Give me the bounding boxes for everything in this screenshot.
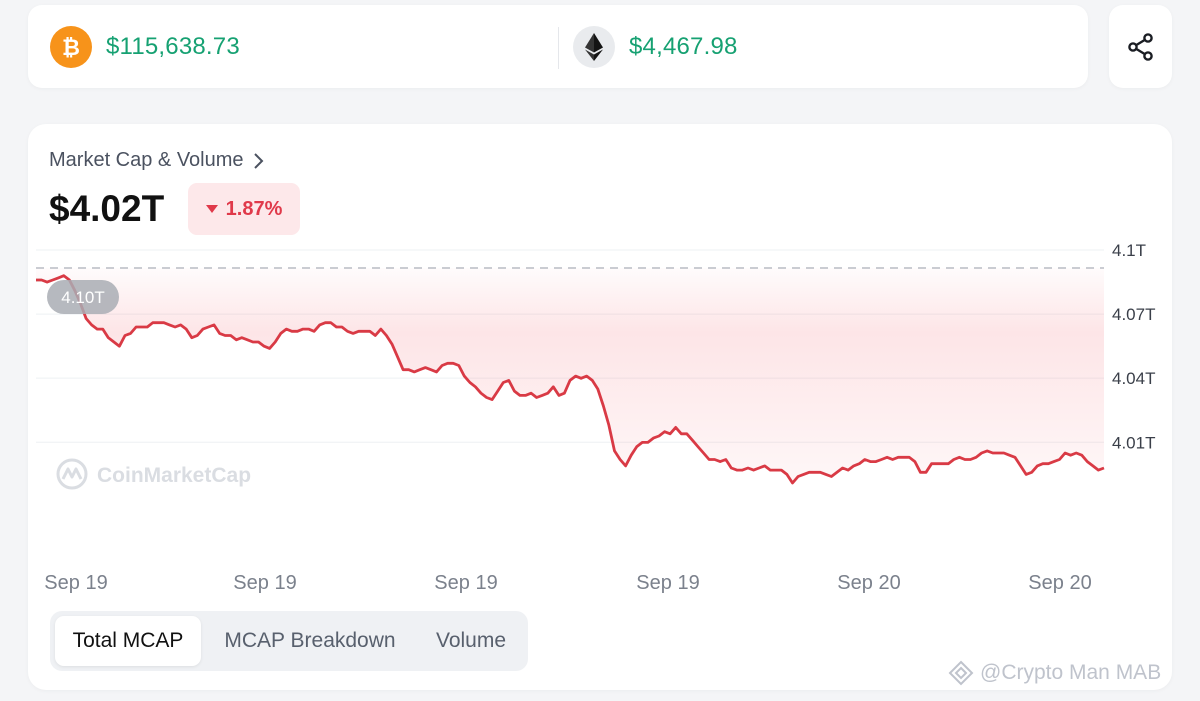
share-icon: [1127, 32, 1153, 61]
market-cap-chart: CoinMarketCap 4.10T 4.1T4.07T4.04T4.01T …: [36, 241, 1155, 594]
eth-ticker[interactable]: $4,467.98: [573, 26, 738, 68]
total-market-cap: $4.02T: [49, 188, 165, 229]
btc-price: $115,638.73: [106, 33, 240, 60]
x-tick-label: Sep 19: [434, 572, 497, 594]
y-tick-label: 4.07T: [1112, 305, 1155, 324]
share-button[interactable]: [1109, 5, 1172, 88]
coinmarketcap-watermark-text: CoinMarketCap: [97, 464, 251, 487]
svg-text:₿: ₿: [62, 35, 80, 60]
change-badge: 1.87%: [188, 183, 300, 235]
reference-label: 4.10T: [61, 288, 104, 307]
y-tick-label: 4.04T: [1112, 369, 1155, 388]
x-tick-label: Sep 19: [636, 572, 699, 594]
series-line: [36, 274, 1105, 485]
chevron-right-icon: [253, 152, 263, 169]
x-tick-label: Sep 20: [1028, 572, 1091, 594]
price-ticker-bar: ₿ $115,638.73 $4,467.98: [28, 5, 1088, 88]
section-title: Market Cap & Volume: [49, 149, 244, 171]
market-cap-volume-link[interactable]: Market Cap & Volume: [49, 149, 264, 172]
caret-down-icon: [205, 205, 218, 213]
x-tick-label: Sep 19: [44, 572, 107, 594]
y-tick-label: 4.01T: [1112, 433, 1155, 452]
change-percent: 1.87%: [225, 197, 283, 220]
chart-tabs: Total MCAP MCAP Breakdown Volume: [50, 611, 528, 671]
x-tick-label: Sep 20: [837, 572, 900, 594]
tab-total-mcap[interactable]: Total MCAP: [55, 616, 201, 666]
ethereum-icon: [573, 26, 615, 68]
y-tick-label: 4.1T: [1112, 241, 1146, 260]
ticker-divider: [558, 27, 559, 69]
bitcoin-icon: ₿: [50, 26, 92, 68]
chart-area-fill: [36, 268, 1104, 483]
tab-mcap-breakdown[interactable]: MCAP Breakdown: [224, 629, 396, 652]
diamond-logo-icon: [948, 660, 974, 686]
market-cap-panel: Market Cap & Volume $4.02T 1.87% CoinMar…: [28, 124, 1172, 690]
reference-label-pill: 4.10T: [47, 280, 119, 314]
eth-price: $4,467.98: [629, 33, 738, 60]
coinmarketcap-watermark: CoinMarketCap: [56, 458, 251, 490]
tab-volume[interactable]: Volume: [435, 629, 507, 652]
author-watermark: @Crypto Man MAB: [948, 660, 1161, 686]
x-tick-label: Sep 19: [233, 572, 296, 594]
author-watermark-text: @Crypto Man MAB: [980, 661, 1162, 684]
btc-ticker[interactable]: ₿ $115,638.73: [50, 26, 240, 68]
